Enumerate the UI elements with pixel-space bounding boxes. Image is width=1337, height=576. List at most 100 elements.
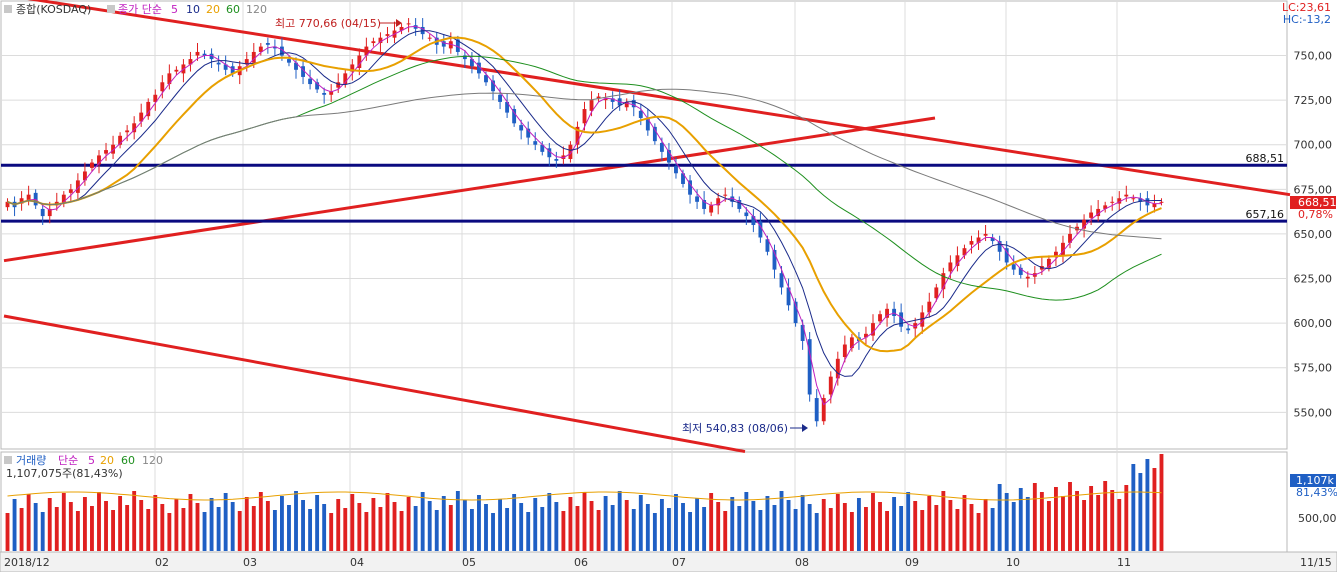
- volume-bar: [441, 496, 446, 551]
- volume-bar: [955, 509, 960, 551]
- candle-body: [329, 91, 334, 95]
- volume-bar: [885, 511, 889, 551]
- y-tick-label: 650,00: [1294, 228, 1333, 241]
- volume-bar: [1039, 492, 1044, 551]
- legend-toggle-icon[interactable]: [4, 456, 12, 464]
- vol-ma120-label: 120: [142, 454, 163, 467]
- volume-bar: [835, 494, 840, 551]
- volume-bar: [533, 498, 538, 551]
- legend-toggle-icon[interactable]: [4, 5, 12, 13]
- volume-bar: [364, 512, 369, 551]
- current-price-text: 668,51: [1298, 196, 1337, 209]
- legend-toggle-icon[interactable]: [107, 5, 115, 13]
- price-legend: 종합(KOSDAQ) 종가 단순 5 10 20 60 120: [4, 3, 267, 16]
- y-tick-label: 550,00: [1294, 406, 1333, 419]
- candle-body: [526, 128, 531, 138]
- volume-bar: [962, 495, 967, 551]
- current-change-text: 0,78%: [1298, 208, 1333, 221]
- candle-body: [779, 273, 784, 288]
- volume-bar: [160, 504, 165, 551]
- candle-body: [223, 64, 228, 70]
- candle-body: [1131, 198, 1136, 200]
- candle-body: [82, 171, 87, 181]
- candle-body: [765, 239, 770, 252]
- volume-bar: [1004, 493, 1009, 551]
- candle-body: [287, 59, 291, 63]
- volume-bar: [814, 513, 819, 551]
- price-ind-label: 종가 단순: [118, 3, 162, 16]
- candle-body: [160, 82, 165, 92]
- candle-body: [322, 92, 327, 95]
- candle-body: [132, 123, 137, 133]
- candle-body: [610, 98, 615, 102]
- volume-bar: [1145, 459, 1150, 551]
- volume-bar: [315, 495, 320, 551]
- y-tick-label: 600,00: [1294, 317, 1333, 330]
- volume-bar: [596, 510, 601, 551]
- candle-body: [19, 198, 24, 204]
- candle-body: [533, 141, 538, 145]
- volume-bar: [1046, 501, 1051, 551]
- volume-bar: [146, 509, 151, 551]
- candle-body: [807, 339, 812, 395]
- trendline: [3, 314, 746, 454]
- candle-body: [378, 37, 383, 44]
- volume-bar: [378, 507, 383, 551]
- candle-body: [716, 198, 721, 206]
- volume-bar: [301, 500, 305, 551]
- candle-body: [294, 62, 298, 70]
- candle-body: [125, 130, 130, 133]
- volume-bar: [786, 500, 791, 551]
- volume-bar: [336, 499, 341, 551]
- volume-bar: [350, 494, 355, 551]
- volume-bar: [118, 496, 123, 551]
- candle-body: [737, 200, 742, 209]
- candle-body: [202, 53, 207, 56]
- ma5-label: 5: [171, 3, 178, 16]
- candle-body: [1025, 276, 1030, 279]
- y-tick-label: 625,00: [1294, 273, 1333, 286]
- volume-bar: [498, 499, 502, 551]
- volume-bar: [272, 510, 277, 551]
- volume-bar: [983, 499, 988, 551]
- volume-bar: [90, 506, 94, 551]
- volume-bar: [223, 493, 228, 551]
- trendlines: [3, 0, 1291, 454]
- volume-bar: [582, 492, 587, 551]
- current-ratio-text: 81,43%: [1296, 486, 1337, 499]
- candle-body: [343, 73, 348, 85]
- volume-bar: [828, 508, 833, 551]
- candle-body: [659, 142, 664, 152]
- volume-bar: [807, 504, 812, 551]
- volume-bar: [540, 507, 545, 551]
- volume-bar: [1054, 487, 1058, 551]
- candle-body: [272, 46, 277, 49]
- candle-body: [547, 148, 552, 158]
- candle-body: [280, 46, 284, 56]
- moving-averages: [7, 25, 1162, 406]
- candle-body: [265, 43, 270, 45]
- volume-bar: [1103, 481, 1108, 551]
- candle-body: [751, 216, 756, 225]
- volume-bar: [195, 503, 200, 551]
- volume-bar: [948, 500, 953, 551]
- y-axis-labels: 550,00 575,00 600,00 625,00 650,00 675,00 700,…: [1294, 50, 1333, 420]
- candle-body: [1054, 251, 1058, 258]
- candle-body: [5, 201, 10, 208]
- candle-body: [230, 66, 235, 74]
- x-tick-label: 07: [672, 556, 686, 569]
- volume-bar: [181, 508, 186, 551]
- candle-body: [1159, 201, 1164, 203]
- y-tick-label: 575,00: [1294, 362, 1333, 375]
- volume-bar: [33, 503, 38, 551]
- candle-body: [681, 173, 685, 184]
- volume-bar: [1011, 502, 1016, 551]
- candle-body: [645, 117, 650, 131]
- volume-bar: [709, 493, 714, 551]
- volume-bar: [477, 495, 481, 551]
- volume-bar: [547, 493, 552, 551]
- candle-body: [927, 301, 932, 313]
- volume-bar: [913, 501, 918, 551]
- volume-value: 1,107,075주(81,43%): [6, 467, 123, 480]
- x-tick-label: 02: [155, 556, 169, 569]
